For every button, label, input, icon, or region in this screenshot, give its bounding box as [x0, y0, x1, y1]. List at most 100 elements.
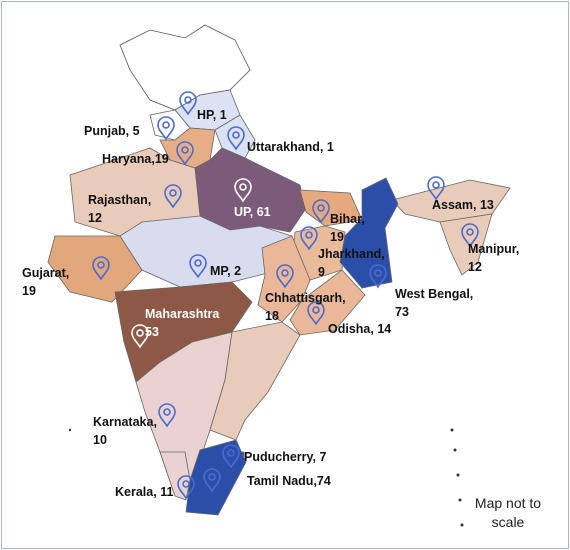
- state-label: UP, 61: [234, 203, 271, 221]
- location-pin: [234, 178, 252, 203]
- state-count: 10: [93, 433, 107, 447]
- location-pin: [312, 199, 330, 224]
- state-name: Maharashtra: [145, 307, 220, 321]
- state-label: Punjab, 5: [84, 122, 140, 140]
- location-pin: [131, 324, 149, 349]
- location-pin: [276, 264, 294, 289]
- state-name: MP,: [210, 264, 231, 278]
- island: [458, 498, 462, 502]
- state-label: Assam, 13: [432, 196, 494, 214]
- map-note: Map not to scale: [474, 495, 542, 530]
- state-region: [159, 451, 191, 501]
- state-label: Chhattisgarh, 18: [265, 289, 346, 325]
- state-name: Karnataka,: [93, 415, 157, 429]
- location-pin: [300, 226, 318, 251]
- state-label: Maharashtra 53: [145, 305, 219, 341]
- island: [68, 428, 72, 432]
- state-name: HP,: [197, 108, 217, 122]
- island: [456, 473, 460, 477]
- state-count: 13: [479, 198, 494, 212]
- location-pin: [222, 444, 240, 469]
- state-count: 19: [330, 230, 344, 244]
- state-label: Puducherry, 7: [244, 448, 326, 466]
- state-name: Puducherry,: [244, 450, 317, 464]
- jammu-kashmir: [119, 24, 251, 111]
- state-name: Chhattisgarh,: [265, 291, 346, 305]
- state-count: 14: [377, 322, 392, 336]
- state-label: Odisha, 14: [328, 320, 391, 338]
- state-label: HP, 1: [197, 106, 227, 124]
- state-label: Manipur, 12: [468, 240, 519, 276]
- state-name: Assam,: [432, 198, 477, 212]
- state-count: 12: [468, 260, 482, 274]
- unlabelled-region: [209, 321, 301, 441]
- state-label: Kerala, 11: [115, 483, 173, 501]
- state-region: [257, 235, 311, 323]
- state-name: Tamil Nadu,: [247, 474, 317, 488]
- state-label: Rajasthan, 12: [88, 191, 151, 227]
- state-count: 12: [88, 211, 102, 225]
- state-name: Rajasthan,: [88, 193, 152, 207]
- location-pin: [189, 254, 207, 279]
- state-name: West Bengal,: [395, 287, 474, 301]
- state-count: 9: [318, 265, 325, 279]
- state-count: 73: [395, 305, 409, 319]
- state-count: 5: [132, 124, 140, 138]
- state-label: Uttarakhand, 1: [247, 138, 334, 156]
- location-pin: [203, 468, 221, 493]
- island: [453, 448, 457, 452]
- state-region: [299, 189, 363, 227]
- state-count: 7: [319, 450, 327, 464]
- state-label: Gujarat, 19: [22, 264, 69, 300]
- location-pin: [157, 116, 175, 141]
- pins: [92, 91, 479, 500]
- state-name: Manipur,: [468, 242, 520, 256]
- location-pin: [158, 403, 176, 428]
- state-count: 74: [316, 474, 331, 488]
- island: [450, 428, 454, 432]
- location-pin: [177, 475, 195, 500]
- state-name: Haryana,: [102, 152, 155, 166]
- state-name: Odisha,: [328, 322, 374, 336]
- location-pin: [179, 91, 197, 116]
- location-pin: [227, 126, 245, 151]
- state-region: [289, 269, 366, 336]
- state-label: West Bengal, 73: [395, 285, 480, 321]
- state-count: 19: [154, 152, 169, 166]
- state-name: UP,: [234, 205, 254, 219]
- state-count: 1: [219, 108, 227, 122]
- state-count: 53: [145, 325, 159, 339]
- location-pin: [461, 223, 479, 248]
- state-label: Tamil Nadu,74: [247, 472, 331, 490]
- state-label: Haryana,19: [102, 150, 169, 168]
- state-name: Jharkhand,: [318, 247, 385, 261]
- state-name: Kerala,: [115, 485, 157, 499]
- location-pin: [164, 184, 182, 209]
- location-pin: [307, 301, 325, 326]
- location-pin: [92, 256, 110, 281]
- state-count: 18: [265, 309, 279, 323]
- state-count: 61: [256, 205, 271, 219]
- state-label: Karnataka, 10: [93, 413, 157, 449]
- state-name: Gujarat,: [22, 266, 70, 280]
- state-name: Bihar,: [330, 212, 365, 226]
- state-label: MP, 2: [210, 262, 241, 280]
- state-regions: [47, 89, 511, 516]
- state-name: Uttarakhand,: [247, 140, 324, 154]
- state-region: [439, 213, 493, 276]
- state-label: Jharkhand, 9: [318, 245, 385, 281]
- state-region: [114, 281, 253, 383]
- state-count: 11: [160, 485, 174, 499]
- state-count: 1: [326, 140, 334, 154]
- state-count: 19: [22, 284, 36, 298]
- location-pin: [176, 141, 194, 166]
- island: [460, 523, 464, 527]
- state-count: 2: [234, 264, 242, 278]
- location-pin: [427, 176, 445, 201]
- islands: [68, 428, 464, 527]
- state-label: Bihar, 19: [330, 210, 365, 246]
- state-region: [214, 114, 256, 159]
